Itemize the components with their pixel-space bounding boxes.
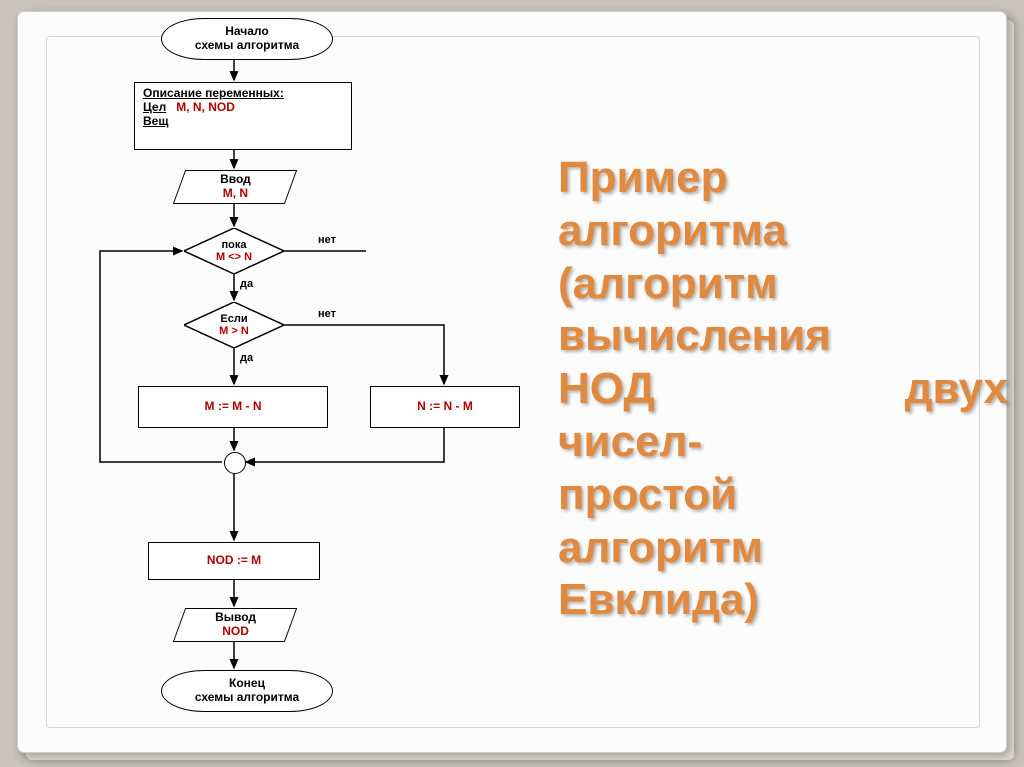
title-line: Евклида) <box>558 574 1008 627</box>
node-input: Ввод M, N <box>173 170 297 204</box>
title-line: алгоритм <box>558 522 1008 575</box>
title-line: алгоритма <box>558 205 1008 258</box>
node-text: Ввод <box>220 173 251 187</box>
node-text: N := N - M <box>417 400 473 414</box>
title-line: (алгоритм <box>558 258 1008 311</box>
node-text: Вывод <box>215 611 256 625</box>
node-start: Начало схемы алгоритма <box>161 18 333 60</box>
title-word: двух <box>905 363 1008 416</box>
node-text: схемы алгоритма <box>195 691 299 705</box>
edge-label-yes: да <box>240 352 253 364</box>
node-end: Конец схемы алгоритма <box>161 670 333 712</box>
node-text: схемы алгоритма <box>195 39 299 53</box>
label: Цел <box>143 100 166 114</box>
node-nod: NOD := M <box>148 542 320 580</box>
node-text: NOD := M <box>207 554 261 568</box>
node-if: Если M > N <box>184 302 284 348</box>
edge-label-no: нет <box>318 234 336 246</box>
node-assign-m: M := M - N <box>138 386 328 428</box>
node-text: NOD <box>215 625 256 639</box>
node-text: M := M - N <box>205 400 262 414</box>
title-line: чисел- <box>558 416 1008 469</box>
node-text: пока <box>184 239 284 251</box>
node-text: Если <box>184 313 284 325</box>
edge-label-yes: да <box>240 278 253 290</box>
slide-container: Пример алгоритма (алгоритм вычисления НО… <box>18 12 1006 752</box>
label: M, N, NOD <box>176 100 235 114</box>
node-while: пока M <> N <box>184 228 284 274</box>
node-text: Цел M, N, NOD <box>143 101 235 115</box>
edge-label-no: нет <box>318 308 336 320</box>
node-vars: Описание переменных: Цел M, N, NOD Вещ <box>134 82 352 150</box>
node-text: M > N <box>184 325 284 337</box>
node-text: M <> N <box>184 251 284 263</box>
node-assign-n: N := N - M <box>370 386 520 428</box>
title-line: простой <box>558 469 1008 522</box>
node-merge <box>224 452 246 474</box>
title-word: НОД <box>558 363 655 416</box>
title-line: НОД двух <box>558 363 1008 416</box>
node-output: Вывод NOD <box>173 608 297 642</box>
flowchart: Начало схемы алгоритма Описание переменн… <box>56 12 536 756</box>
node-text: Вещ <box>143 115 168 129</box>
node-text: Описание переменных: <box>143 87 284 101</box>
title-line: Пример <box>558 152 1008 205</box>
node-text: M, N <box>220 187 251 201</box>
title-line: вычисления <box>558 310 1008 363</box>
slide-title: Пример алгоритма (алгоритм вычисления НО… <box>558 152 1008 627</box>
node-text: Начало <box>225 25 268 39</box>
node-text: Конец <box>229 677 265 691</box>
